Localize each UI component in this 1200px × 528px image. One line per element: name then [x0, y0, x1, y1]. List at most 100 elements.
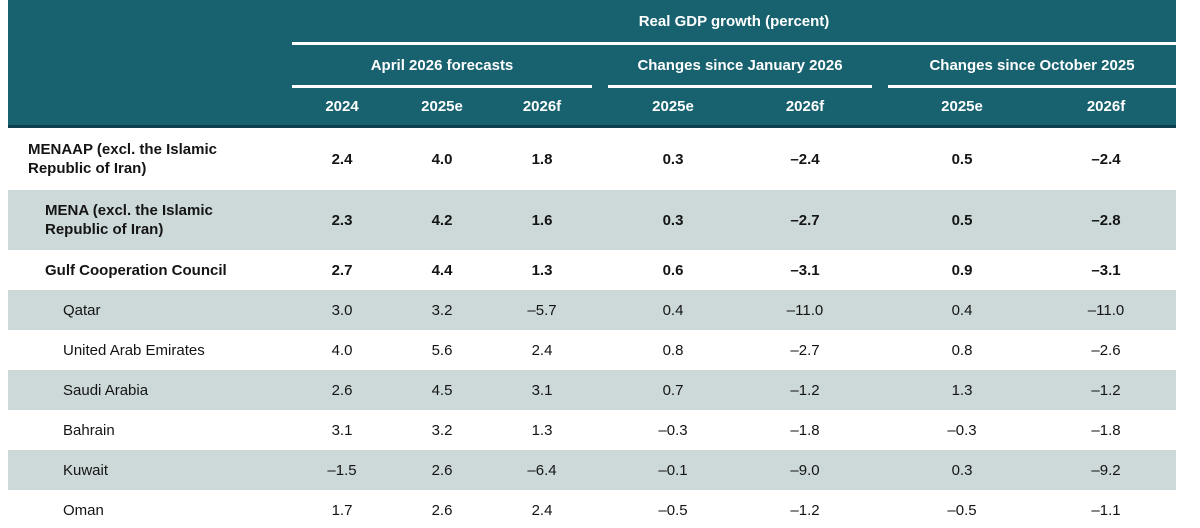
table-row-gcc: Gulf Cooperation Council 2.7 4.4 1.3 0.6…	[8, 250, 1177, 290]
value-cell: –1.5	[292, 450, 392, 490]
value-cell: –11.0	[738, 290, 872, 330]
value-cell: 2.3	[292, 190, 392, 250]
spacer-cell	[592, 250, 608, 290]
value-cell: 1.3	[888, 370, 1036, 410]
row-label: MENAAP (excl. the Islamic Republic of Ir…	[8, 128, 292, 190]
value-cell: 2.6	[392, 490, 492, 528]
value-cell: –1.2	[1036, 370, 1177, 410]
year-column-header: 2026f	[1036, 88, 1177, 128]
value-cell: 0.3	[888, 450, 1036, 490]
value-cell: 1.8	[492, 128, 592, 190]
value-cell: –2.7	[738, 190, 872, 250]
spacer-cell	[592, 290, 608, 330]
table-row-oman: Oman 1.7 2.6 2.4 –0.5 –1.2 –0.5 –1.1	[8, 490, 1177, 528]
table-row-mena: MENA (excl. the Islamic Republic of Iran…	[8, 190, 1177, 250]
value-cell: 2.4	[492, 330, 592, 370]
column-group-changes-october: Changes since October 2025	[888, 45, 1177, 88]
value-cell: –1.2	[738, 490, 872, 528]
spacer-cell	[872, 450, 888, 490]
row-label: Qatar	[8, 290, 292, 330]
spacer-cell	[872, 290, 888, 330]
table-row-saudi-arabia: Saudi Arabia 2.6 4.5 3.1 0.7 –1.2 1.3 –1…	[8, 370, 1177, 410]
value-cell: 3.0	[292, 290, 392, 330]
spacer-cell	[592, 450, 608, 490]
row-label: Gulf Cooperation Council	[8, 250, 292, 290]
value-cell: 0.5	[888, 190, 1036, 250]
table-row-qatar: Qatar 3.0 3.2 –5.7 0.4 –11.0 0.4 –11.0	[8, 290, 1177, 330]
year-column-header: 2025e	[888, 88, 1036, 128]
value-cell: 5.6	[392, 330, 492, 370]
spacer-cell	[592, 370, 608, 410]
value-cell: 1.3	[492, 250, 592, 290]
value-cell: 0.3	[608, 190, 738, 250]
spacer-cell	[872, 490, 888, 528]
value-cell: 3.2	[392, 410, 492, 450]
value-cell: –5.7	[492, 290, 592, 330]
table-row-menaap: MENAAP (excl. the Islamic Republic of Ir…	[8, 128, 1177, 190]
value-cell: –1.8	[1036, 410, 1177, 450]
value-cell: –3.1	[738, 250, 872, 290]
row-label: MENA (excl. the Islamic Republic of Iran…	[8, 190, 292, 250]
spacer-cell	[592, 410, 608, 450]
value-cell: 0.9	[888, 250, 1036, 290]
value-cell: 4.2	[392, 190, 492, 250]
year-column-header: 2026f	[492, 88, 592, 128]
value-cell: –2.8	[1036, 190, 1177, 250]
value-cell: 4.0	[292, 330, 392, 370]
spacer-cell	[872, 190, 888, 250]
value-cell: 3.1	[492, 370, 592, 410]
value-cell: –0.5	[608, 490, 738, 528]
spacer-cell	[872, 410, 888, 450]
value-cell: –2.6	[1036, 330, 1177, 370]
header-spacer	[8, 45, 292, 88]
row-label: Saudi Arabia	[8, 370, 292, 410]
gdp-forecast-table: Real GDP growth (percent) April 2026 for…	[8, 0, 1200, 528]
value-cell: –2.4	[738, 128, 872, 190]
value-cell: –3.1	[1036, 250, 1177, 290]
value-cell: –2.7	[738, 330, 872, 370]
value-cell: 2.7	[292, 250, 392, 290]
spacer-cell	[872, 370, 888, 410]
value-cell: 4.4	[392, 250, 492, 290]
table-body: MENAAP (excl. the Islamic Republic of Ir…	[8, 128, 1177, 528]
year-column-header: 2024	[292, 88, 392, 128]
row-label: Oman	[8, 490, 292, 528]
value-cell: 4.5	[392, 370, 492, 410]
table-title: Real GDP growth (percent)	[292, 0, 1177, 45]
table-header: Real GDP growth (percent) April 2026 for…	[8, 0, 1177, 128]
table-row-kuwait: Kuwait –1.5 2.6 –6.4 –0.1 –9.0 0.3 –9.2	[8, 450, 1177, 490]
value-cell: 1.3	[492, 410, 592, 450]
spacer-cell	[592, 330, 608, 370]
spacer-cell	[872, 128, 888, 190]
value-cell: –9.2	[1036, 450, 1177, 490]
value-cell: 2.6	[292, 370, 392, 410]
group-gap	[592, 45, 608, 88]
year-column-header: 2025e	[392, 88, 492, 128]
value-cell: –0.3	[888, 410, 1036, 450]
spacer-cell	[592, 128, 608, 190]
value-cell: –9.0	[738, 450, 872, 490]
group-gap	[592, 88, 608, 128]
value-cell: –1.1	[1036, 490, 1177, 528]
value-cell: 1.7	[292, 490, 392, 528]
value-cell: 0.8	[888, 330, 1036, 370]
group-gap	[872, 88, 888, 128]
value-cell: 4.0	[392, 128, 492, 190]
real-gdp-growth-table: Real GDP growth (percent) April 2026 for…	[8, 0, 1177, 528]
value-cell: 2.4	[492, 490, 592, 528]
row-label: United Arab Emirates	[8, 330, 292, 370]
table-row-bahrain: Bahrain 3.1 3.2 1.3 –0.3 –1.8 –0.3 –1.8	[8, 410, 1177, 450]
spacer-cell	[592, 490, 608, 528]
column-group-april-forecasts: April 2026 forecasts	[292, 45, 592, 88]
value-cell: 0.5	[888, 128, 1036, 190]
header-spacer	[8, 0, 292, 45]
group-header-row: April 2026 forecasts Changes since Janua…	[8, 45, 1177, 88]
spacer-cell	[592, 190, 608, 250]
year-header-row: 2024 2025e 2026f 2025e 2026f 2025e 2026f	[8, 88, 1177, 128]
value-cell: 0.6	[608, 250, 738, 290]
group-gap	[872, 45, 888, 88]
value-cell: –0.1	[608, 450, 738, 490]
value-cell: –0.3	[608, 410, 738, 450]
value-cell: –11.0	[1036, 290, 1177, 330]
value-cell: 0.7	[608, 370, 738, 410]
